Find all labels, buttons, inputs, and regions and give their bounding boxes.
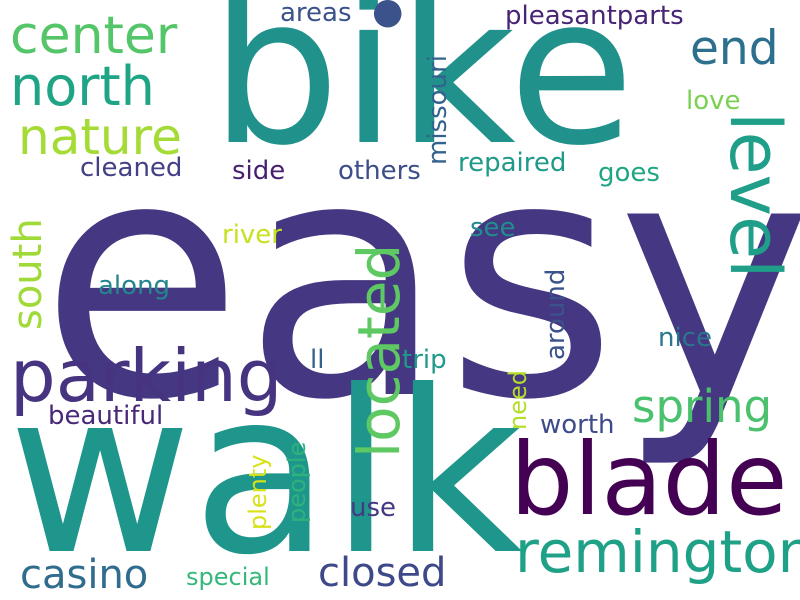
word-nature: nature (18, 108, 182, 166)
word-plenty: plenty (244, 454, 272, 531)
word-missouri: missouri (423, 55, 453, 165)
word-others: others (338, 156, 421, 186)
word-end: end (690, 21, 779, 76)
word-casino: casino (20, 552, 149, 598)
word-walk: walk (8, 343, 523, 600)
word-ll: ll (310, 345, 325, 375)
word-nice: nice (658, 323, 712, 353)
word-remington: remington (515, 518, 800, 586)
word-river: river (222, 220, 282, 250)
word-bike: bike (210, 0, 635, 191)
word-love: love (686, 86, 741, 116)
word-spring: spring (632, 380, 773, 433)
word-parking: parking (10, 334, 283, 418)
word-along: along (98, 271, 171, 301)
word-goes: goes (598, 158, 660, 188)
word-cleaned: cleaned (80, 153, 183, 183)
word-located: located (345, 243, 413, 458)
word-see: see (470, 213, 516, 243)
word-worth: worth (540, 410, 615, 440)
word-people: people (283, 441, 311, 523)
word-beautiful: beautiful (48, 401, 164, 431)
word-use: use (350, 493, 397, 523)
word-center: center (10, 6, 178, 66)
word-easy: easy (40, 88, 800, 472)
word-need: need (504, 370, 532, 430)
word-side: side (232, 156, 286, 186)
word-south: south (5, 218, 51, 330)
word-level: level (714, 112, 796, 279)
word-pleasantparts: pleasantparts (505, 1, 684, 31)
word-closed: closed (318, 550, 447, 596)
word-north: north (10, 55, 155, 118)
word-dot: ● (372, 0, 404, 32)
word-special: special (186, 563, 270, 591)
word-repaired: repaired (458, 148, 567, 178)
word-blade: blade (510, 421, 788, 538)
word-areas: areas (280, 0, 352, 28)
word-around: around (541, 268, 571, 360)
word-trip: trip (402, 345, 447, 375)
